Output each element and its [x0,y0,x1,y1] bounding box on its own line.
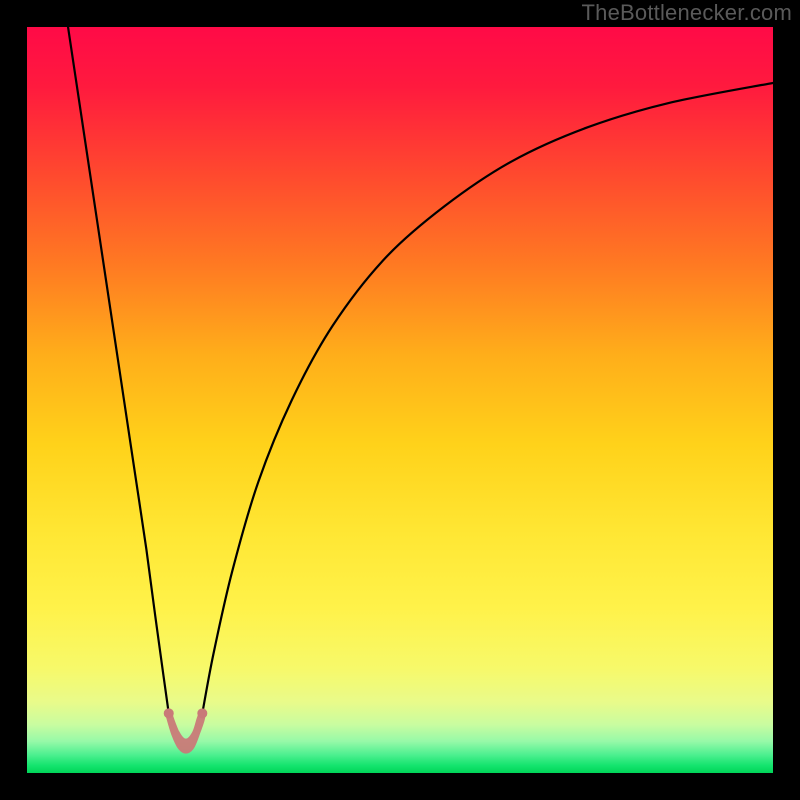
dip-endpoint-dot [197,708,207,718]
plot-svg [27,27,773,773]
dip-endpoint-dot [164,708,174,718]
source-watermark: TheBottlenecker.com [582,0,792,26]
gradient-background [27,27,773,773]
stage: TheBottlenecker.com [0,0,800,800]
plot-area [27,27,773,773]
